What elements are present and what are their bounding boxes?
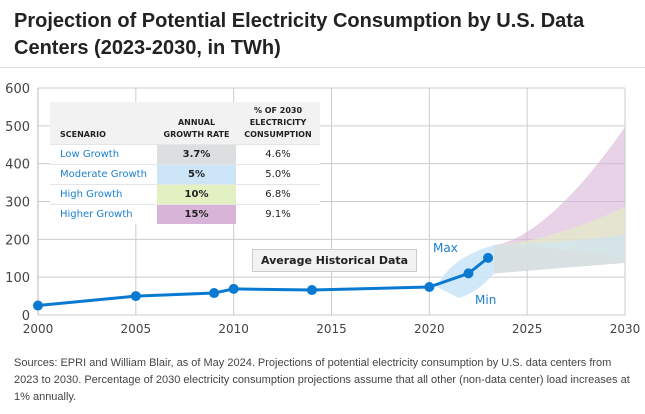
data-point <box>424 282 435 293</box>
data-point <box>130 291 141 302</box>
scenario-name: High Growth <box>50 184 157 205</box>
y-tick-label: 500 <box>5 120 30 135</box>
data-point <box>483 252 494 263</box>
scenario-name: Low Growth <box>50 144 157 165</box>
x-tick-label: 2000 <box>23 322 54 336</box>
table-row: High Growth 10% 6.8% <box>50 184 320 205</box>
y-tick-label: 0 <box>22 309 30 324</box>
source-note: Sources: EPRI and William Blair, as of M… <box>14 357 630 403</box>
header-growth-rate: ANNUAL GROWTH RATE <box>157 102 236 145</box>
data-point <box>228 283 239 294</box>
x-tick-label: 2005 <box>121 322 152 336</box>
chart-title: Projection of Potential Electricity Cons… <box>14 10 585 59</box>
data-point <box>306 285 317 296</box>
historical-line <box>37 256 489 308</box>
data-point <box>209 288 220 299</box>
table-row: Higher Growth 15% 9.1% <box>50 204 320 224</box>
x-tick-label: 2015 <box>316 322 347 336</box>
y-tick-label: 200 <box>5 233 30 248</box>
table-row: Moderate Growth 5% 5.0% <box>50 164 320 185</box>
x-tick-label: 2010 <box>218 322 249 336</box>
growth-rate: 5% <box>157 164 236 185</box>
x-tick-label: 2025 <box>512 322 543 336</box>
min-label: Min <box>475 293 497 307</box>
scenario-name: Higher Growth <box>50 204 157 224</box>
share-value: 9.1% <box>236 204 320 224</box>
growth-rate: 15% <box>157 204 236 224</box>
share-value: 5.0% <box>236 164 320 185</box>
growth-rate: 3.7% <box>157 144 236 165</box>
header-scenario: SCENARIO <box>50 102 157 145</box>
divider <box>0 67 645 68</box>
y-tick-label: 300 <box>5 196 30 211</box>
plot-area: 0 100 200 300 400 500 600 2000 2005 2010 2015 2020 2… <box>5 82 641 336</box>
projection-band <box>493 245 625 274</box>
x-tick-label: 2020 <box>414 322 445 336</box>
share-value: 4.6% <box>236 144 320 165</box>
y-tick-label: 600 <box>5 82 30 97</box>
data-point <box>463 268 474 279</box>
scenario-table: SCENARIO ANNUAL GROWTH RATE % OF 2030 EL… <box>50 102 320 224</box>
scenario-name: Moderate Growth <box>50 164 157 185</box>
y-tick-label: 100 <box>5 271 30 286</box>
y-tick-label: 400 <box>5 158 30 173</box>
share-value: 6.8% <box>236 184 320 205</box>
growth-rate: 10% <box>157 184 236 205</box>
historical-label: Average Historical Data <box>252 249 418 272</box>
x-tick-label: 2030 <box>610 322 641 336</box>
header-share: % OF 2030 ELECTRICITY CONSUMPTION <box>236 102 320 145</box>
max-label: Max <box>433 241 458 255</box>
data-point <box>33 300 43 311</box>
table-row: Low Growth 3.7% 4.6% <box>50 144 320 165</box>
